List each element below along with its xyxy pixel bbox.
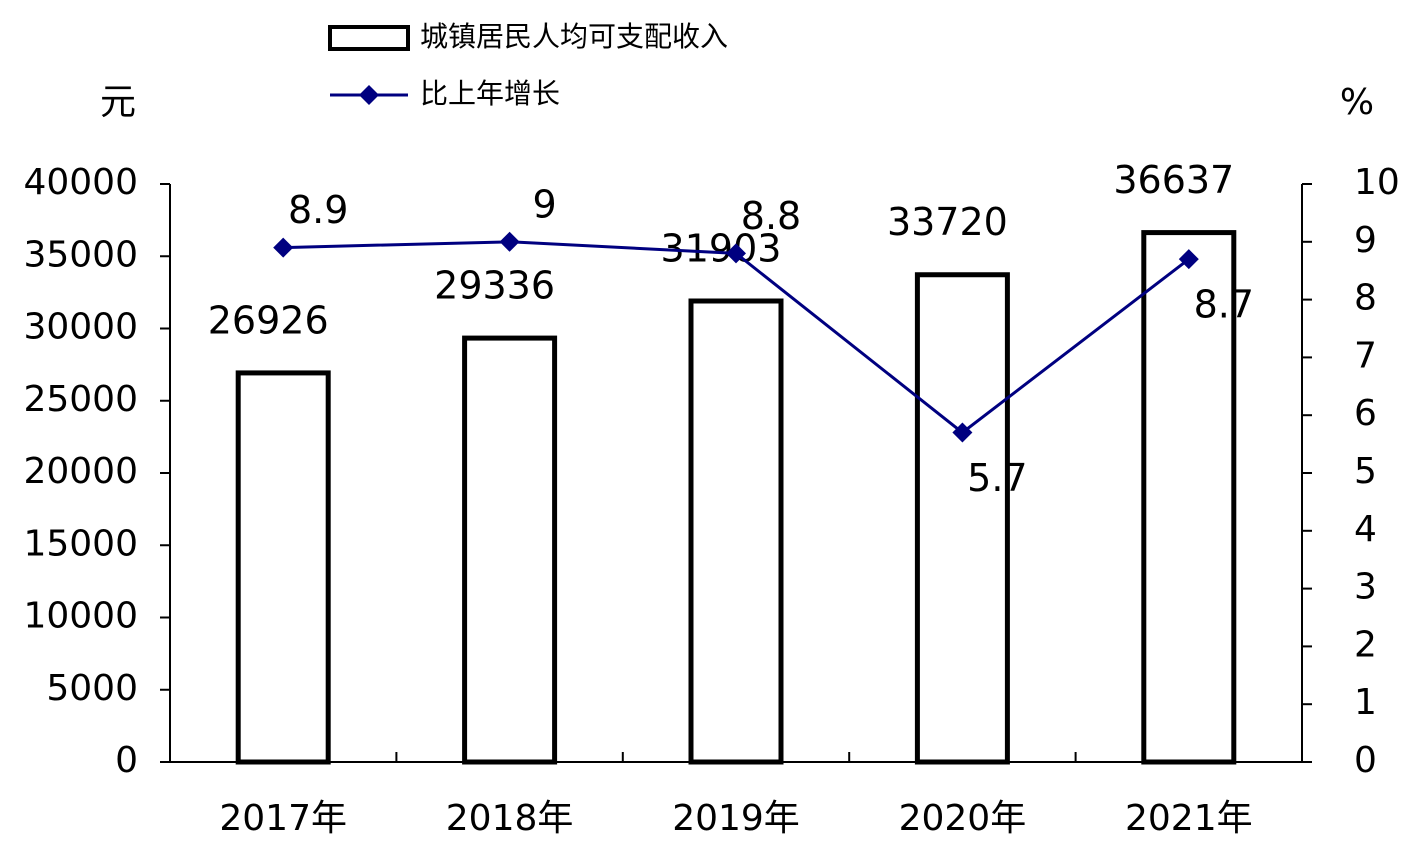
- y-tick-label: 20000: [23, 451, 138, 492]
- y2-tick-label: 10: [1354, 162, 1400, 203]
- x-tick-label: 2018年: [446, 798, 574, 839]
- line-value-label: 9: [533, 182, 557, 226]
- y-tick-label: 5000: [46, 668, 138, 709]
- y2-tick-label: 6: [1354, 393, 1377, 434]
- bar-value-label: 29336: [434, 264, 555, 308]
- bar: [235, 370, 331, 765]
- y-tick-label: 15000: [23, 523, 138, 564]
- line-marker: [499, 231, 520, 252]
- legend-label: 比上年增长: [420, 77, 560, 110]
- line-value-label: 8.7: [1194, 283, 1254, 327]
- y2-tick-label: 9: [1354, 220, 1377, 261]
- line-value-label: 5.7: [967, 456, 1027, 500]
- line-marker: [952, 422, 973, 443]
- y-tick-label: 35000: [23, 234, 138, 275]
- bar: [688, 298, 784, 765]
- y2-axis-unit: %: [1340, 82, 1374, 123]
- x-tick-label: 2021年: [1125, 798, 1253, 839]
- y-tick-label: 25000: [23, 379, 138, 420]
- y-tick-label: 40000: [23, 162, 138, 203]
- y2-tick-label: 5: [1354, 451, 1377, 492]
- legend-label: 城镇居民人均可支配收入: [420, 20, 728, 53]
- y-axis-unit: 元: [100, 82, 136, 123]
- bar: [914, 272, 1010, 765]
- y2-tick-label: 4: [1354, 509, 1377, 550]
- y-tick-label: 30000: [23, 307, 138, 348]
- y2-tick-label: 2: [1354, 624, 1377, 665]
- y-tick-label: 0: [115, 740, 138, 781]
- line-marker: [1178, 249, 1199, 270]
- bar-value-label: 31903: [661, 227, 782, 271]
- bar: [462, 335, 558, 765]
- bar-value-label: 36637: [1113, 158, 1234, 202]
- y2-tick-label: 8: [1354, 278, 1377, 319]
- x-tick-label: 2017年: [219, 798, 347, 839]
- line-marker: [726, 243, 746, 264]
- line-marker: [273, 237, 294, 258]
- line-value-label: 8.8: [741, 194, 801, 238]
- y2-tick-label: 7: [1354, 335, 1377, 376]
- y2-tick-label: 3: [1354, 567, 1377, 608]
- bar: [1141, 230, 1237, 765]
- y2-tick-label: 1: [1354, 682, 1377, 723]
- y-tick-label: 10000: [23, 596, 138, 637]
- y2-tick-label: 0: [1354, 740, 1377, 781]
- x-tick-label: 2020年: [899, 798, 1027, 839]
- bar-value-label: 26926: [208, 298, 329, 342]
- legend-marker: [359, 85, 379, 105]
- bar-value-label: 33720: [887, 200, 1008, 244]
- line-value-label: 8.9: [288, 188, 348, 232]
- x-tick-label: 2019年: [672, 798, 800, 839]
- legend-swatch: [328, 25, 410, 51]
